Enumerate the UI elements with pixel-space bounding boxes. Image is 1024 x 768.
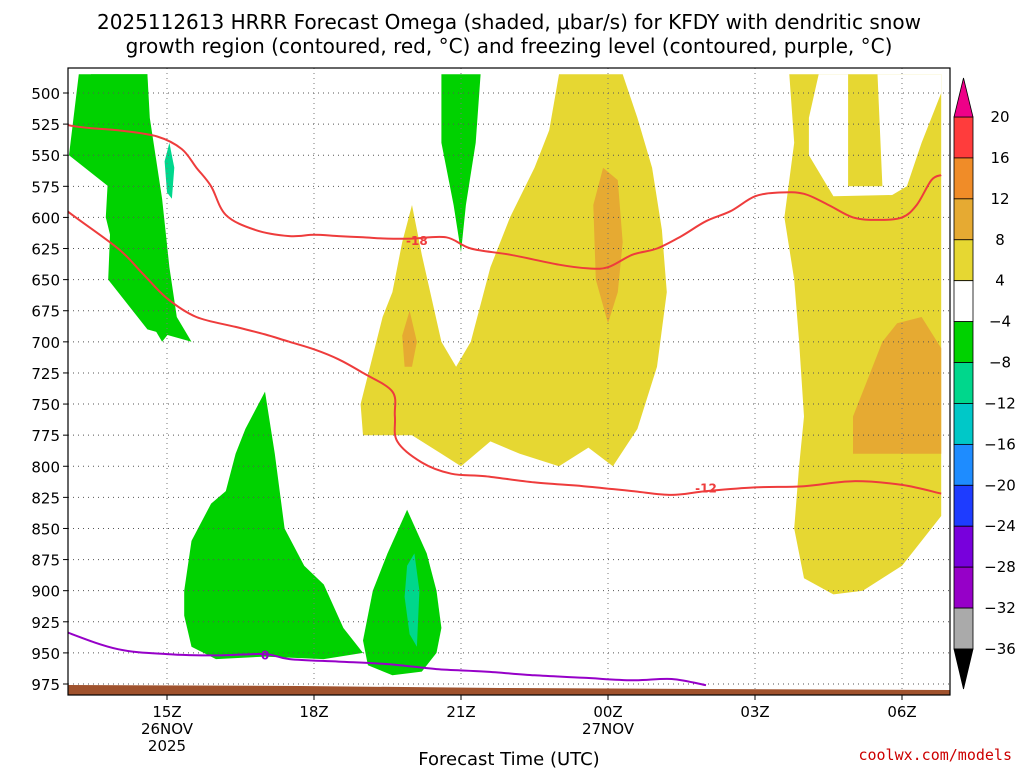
y-tick-label-950: 950 [31, 645, 60, 663]
y-tick-label-875: 875 [31, 552, 60, 570]
x-tick-label-15Z: 15Z [152, 703, 181, 721]
y-tick-label-600: 600 [31, 209, 60, 227]
colorbar-label-13: −36 [984, 640, 1016, 658]
omega-8-to-12-right [853, 317, 942, 454]
colorbar-label-1: 16 [990, 149, 1009, 167]
x-tick-label-21Z: 21Z [446, 703, 475, 721]
colorbar-bottom-arrow [953, 648, 974, 690]
y-tick-label-825: 825 [31, 489, 60, 507]
colorbar-label-5: −4 [989, 313, 1011, 331]
y-tick-label-775: 775 [31, 427, 60, 445]
x-tick-label-03Z: 03Z [740, 703, 769, 721]
colorbar-swatch-5 [953, 321, 974, 363]
x-tick-date-15Z: 26NOV [141, 720, 194, 738]
colorbar-swatch-2 [953, 198, 974, 241]
colorbar-swatch-8 [953, 443, 974, 486]
terrain-layer [68, 685, 950, 695]
omega-8-to-12-mid [593, 167, 623, 324]
terrain-ground-fill [68, 685, 950, 695]
y-tick-label-525: 525 [31, 116, 60, 134]
grid-layer [68, 68, 950, 695]
colorbar-swatch-6 [953, 362, 974, 404]
colorbar-label-11: −28 [984, 558, 1016, 576]
y-tick-label-925: 925 [31, 614, 60, 632]
dgz-minus-12-contour-label: -12 [695, 482, 717, 496]
colorbar: 20 16 12 8 4 −4 −8 −12 −16 −20 −24 −28 −32 −36 [953, 77, 1016, 690]
y-tick-label-750: 750 [31, 396, 60, 414]
y-tick-label-975: 975 [31, 676, 60, 694]
omega-4-to-8-mid [360, 74, 667, 467]
dgz-minus-18-contour-label: -18 [406, 234, 428, 248]
colorbar-swatch-10 [953, 525, 974, 568]
colorbar-label-0: 20 [990, 108, 1009, 126]
chart-title-line-2: growth region (contoured, red, °C) and f… [126, 34, 893, 58]
colorbar-swatch-11 [953, 566, 974, 609]
colorbar-swatch-0 [953, 116, 974, 159]
omega-neg4-to-neg8-lower-left [184, 391, 363, 660]
y-tick-label-575: 575 [31, 178, 60, 196]
x-tick-year-15Z: 2025 [148, 737, 186, 755]
x-tick-label-06Z: 06Z [887, 703, 916, 721]
colorbar-label-9: −20 [984, 476, 1016, 494]
colorbar-label-3: 8 [995, 231, 1005, 249]
omega-neg8-to-neg12-upper [164, 142, 175, 199]
y-tick-label-550: 550 [31, 147, 60, 165]
colorbar-label-8: −16 [984, 435, 1016, 453]
y-tick-label-675: 675 [31, 303, 60, 321]
credit-text: coolwx.com/models [858, 746, 1012, 764]
freezing-level-0-contour-label: 0 [261, 648, 269, 662]
colorbar-label-7: −12 [984, 394, 1016, 412]
omega-neg4-to-neg8-upper-left-main [88, 74, 172, 342]
x-tick-label-18Z: 18Z [299, 703, 328, 721]
y-tick-label-500: 500 [31, 85, 60, 103]
y-tick-label-725: 725 [31, 365, 60, 383]
omega-white-hole-right [808, 74, 942, 197]
x-axis-label: Forecast Time (UTC) [418, 749, 599, 768]
colorbar-swatch-9 [953, 484, 974, 527]
colorbar-top-arrow [953, 77, 974, 118]
colorbar-label-12: −32 [984, 599, 1016, 617]
y-tick-label-625: 625 [31, 241, 60, 259]
colorbar-label-6: −8 [989, 354, 1011, 372]
dgz-minus-12-contour [68, 210, 942, 496]
dgz-minus-18-contour [68, 124, 942, 270]
x-tick-date-00Z: 27NOV [582, 720, 635, 738]
chart-title-line-1: 2025112613 HRRR Forecast Omega (shaded, … [97, 10, 921, 34]
plot-frame [67, 67, 951, 696]
colorbar-label-2: 12 [990, 190, 1009, 208]
colorbar-swatch-12 [953, 607, 974, 650]
contour-layer: -18 -12 0 [68, 124, 942, 687]
omega-4-to-8-right [784, 74, 942, 595]
y-tick-label-800: 800 [31, 458, 60, 476]
x-tick-label-00Z: 00Z [593, 703, 622, 721]
omega-neg8-to-neg12-lower [404, 553, 420, 647]
y-tick-label-900: 900 [31, 583, 60, 601]
colorbar-label-10: −24 [984, 517, 1016, 535]
y-tick-label-650: 650 [31, 272, 60, 290]
omega-neg4-to-neg8-lower-right [363, 509, 442, 676]
colorbar-swatch-7 [953, 403, 974, 445]
y-tick-label-850: 850 [31, 520, 60, 538]
omega-8-to-12-small [402, 310, 417, 367]
colorbar-swatch-4 [953, 280, 974, 323]
y-tick-label-700: 700 [31, 334, 60, 352]
colorbar-label-4: 4 [995, 272, 1005, 290]
freezing-level-0-contour [68, 631, 707, 687]
y-axis-ticks: 500 525 550 575 600 625 650 675 700 725 750 775 800 8… [31, 85, 68, 694]
colorbar-swatch-1 [953, 157, 974, 200]
colorbar-swatch-3 [953, 239, 974, 282]
